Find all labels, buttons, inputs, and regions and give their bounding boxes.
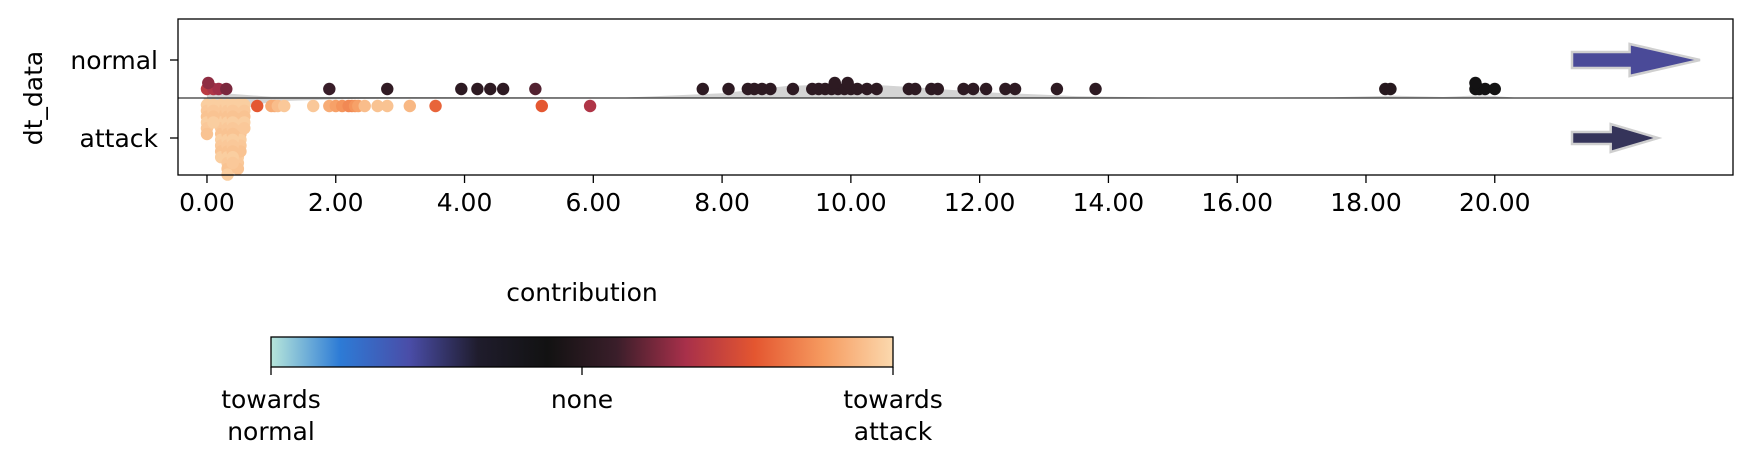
point-attack	[200, 127, 214, 141]
point-normal	[722, 82, 735, 96]
arrow-normal	[1570, 42, 1701, 78]
point-normal	[220, 82, 233, 96]
point-normal	[1478, 82, 1492, 96]
x-tick-label: 0.00	[179, 188, 235, 217]
point-attack	[250, 99, 264, 113]
colorbar-tick-label: attack	[854, 417, 933, 446]
colorbar-labels: towards normal none towards attack	[221, 367, 943, 446]
point-attack	[307, 99, 320, 113]
point-normal	[202, 76, 215, 90]
colorbar-tick-label: normal	[227, 417, 315, 446]
x-tick-label: 4.00	[437, 188, 493, 217]
y-axis: dt_data normal attack	[19, 46, 178, 153]
point-normal	[1488, 82, 1501, 96]
x-tick-label: 14.00	[1073, 188, 1145, 217]
point-normal	[496, 82, 510, 96]
point-normal	[1008, 82, 1022, 96]
point-normal	[1089, 82, 1102, 96]
x-tick-label: 6.00	[565, 188, 621, 217]
point-normal	[841, 76, 854, 90]
y-axis-label: dt_data	[19, 51, 48, 145]
x-tick-label: 10.00	[815, 188, 887, 217]
colorbar: contribution towards normal none towards att…	[221, 278, 943, 446]
point-normal	[931, 82, 944, 96]
point-normal	[381, 82, 394, 96]
point-normal	[851, 82, 864, 96]
point-attack	[381, 99, 394, 113]
point-attack	[535, 99, 548, 113]
point-normal	[979, 82, 993, 96]
arrow-attack	[1570, 122, 1663, 154]
plot-area	[177, 18, 1734, 181]
point-attack	[238, 122, 251, 135]
point-normal	[1469, 76, 1482, 90]
x-tick-label: 20.00	[1459, 188, 1531, 217]
point-attack	[583, 99, 597, 113]
point-attack	[226, 156, 239, 170]
x-tick-label: 2.00	[308, 188, 364, 217]
point-normal	[471, 82, 484, 96]
point-normal	[786, 82, 800, 96]
point-attack	[278, 99, 291, 113]
point-normal	[764, 82, 777, 96]
colorbar-tick-label: none	[551, 385, 613, 414]
point-normal	[1384, 82, 1397, 96]
plot-frame	[177, 18, 1734, 176]
point-normal	[860, 82, 874, 96]
point-attack	[207, 116, 220, 129]
point-attack	[358, 99, 371, 113]
point-normal	[1050, 82, 1064, 96]
x-tick-label: 16.00	[1201, 188, 1273, 217]
point-normal	[455, 82, 468, 96]
point-normal	[484, 82, 497, 96]
point-normal	[909, 82, 922, 96]
point-normal	[999, 82, 1012, 96]
point-attack	[429, 99, 442, 113]
x-tick-label: 12.00	[944, 188, 1016, 217]
direction-arrows	[1570, 42, 1701, 154]
y-tick-label: normal	[70, 46, 158, 75]
data-points	[200, 76, 1501, 181]
colorbar-tick-label: towards	[221, 385, 321, 414]
point-normal	[870, 82, 883, 96]
x-tick-label: 18.00	[1330, 188, 1402, 217]
y-tick-label: attack	[80, 124, 159, 153]
point-normal	[529, 82, 542, 96]
x-axis: 0.00 2.00 4.00 6.00 8.00 10.00 12.00 14.00 16.00…	[179, 175, 1531, 217]
point-normal	[828, 76, 841, 90]
point-normal	[323, 82, 336, 96]
x-tick-label: 8.00	[694, 188, 750, 217]
colorbar-title: contribution	[506, 278, 658, 307]
point-attack	[403, 99, 417, 113]
point-normal	[696, 82, 709, 96]
colorbar-tick-label: towards	[843, 385, 943, 414]
point-normal	[967, 82, 980, 96]
point-attack	[371, 99, 384, 113]
point-normal	[957, 82, 970, 96]
colorbar-gradient	[270, 336, 894, 368]
